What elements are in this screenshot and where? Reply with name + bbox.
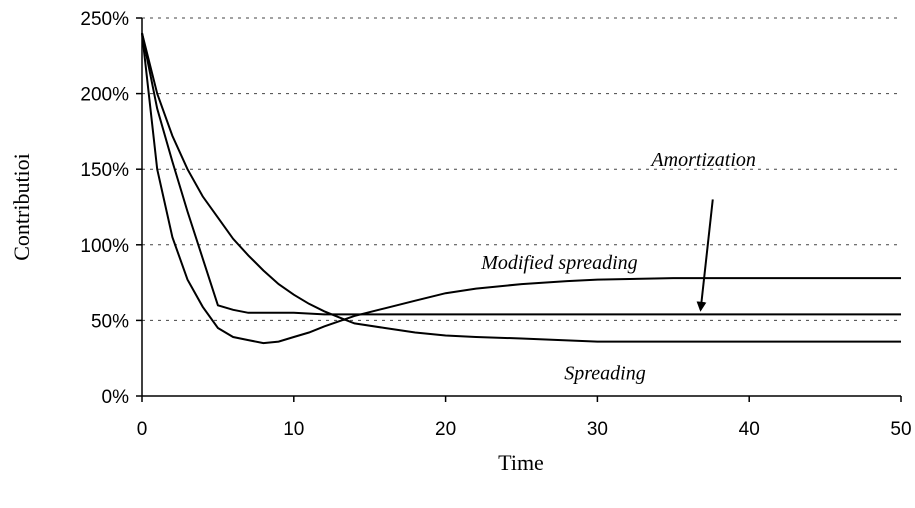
x-tick-label: 20 [435,419,456,440]
x-tick-label: 50 [890,419,911,440]
y-axis-title: Contributioi [9,153,34,261]
y-tick-label: 200% [80,85,129,106]
annotation-spreading: Spreading [564,362,645,384]
annotation-modified-spreading: Modified spreading [480,252,637,274]
axes [141,18,901,397]
x-tick-label: 0 [137,419,148,440]
annotation-amortization: Amortization [649,149,755,171]
x-tick-label: 40 [739,419,760,440]
series-line-spreading [141,32,901,343]
gridlines [142,17,901,321]
annotations: Amortization Modified spreading Spreading [480,149,756,384]
x-axis-title: Time [498,450,544,475]
y-tick-label: 50% [91,311,129,332]
y-tick-label: 100% [80,236,129,257]
y-tick-label: 250% [80,9,129,30]
series-lines [141,32,901,345]
annotation-arrow [696,199,714,312]
y-tick-label: 0% [102,387,130,408]
x-tick-label: 30 [587,419,608,440]
tick-labels: 0% 50% 100% 150% 200% 250% 0 10 20 30 40 50 [80,9,911,440]
series-line-modified-spreading [141,32,901,345]
x-tick-label: 10 [283,419,304,440]
y-tick-label: 150% [80,160,129,181]
series-line-amortization [141,32,901,316]
